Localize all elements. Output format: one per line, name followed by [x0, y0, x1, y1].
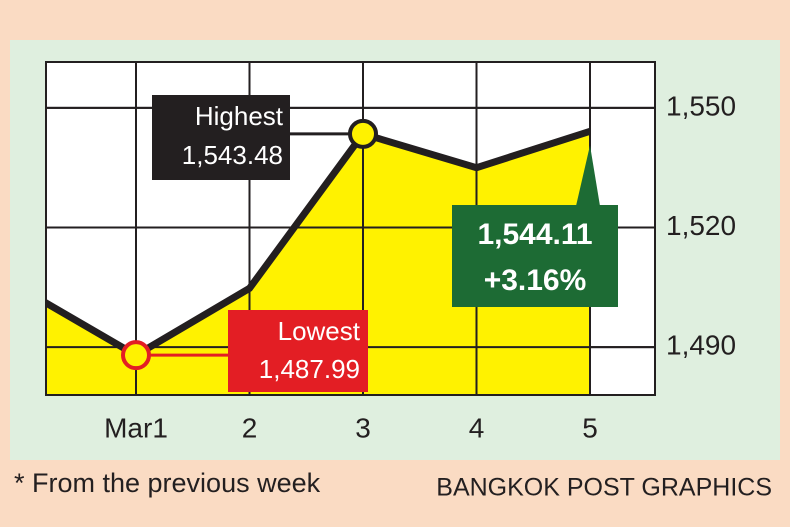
lowest-title: Lowest: [278, 316, 361, 346]
latest-box: [452, 205, 618, 307]
footnote: * From the previous week: [14, 468, 321, 498]
y-tick-label: 1,490: [666, 330, 736, 361]
credit: BANGKOK POST GRAPHICS: [436, 474, 772, 502]
latest-value: 1,544.11: [477, 218, 592, 251]
plot-border: [45, 61, 656, 396]
highest-title: Highest: [195, 101, 284, 131]
line: [46, 128, 592, 360]
x-tick-label: 3: [355, 412, 371, 443]
x-tick-label: Mar1: [104, 412, 168, 443]
overlay: Highest 1,543.48 Lowest 1,487.99 1,544.11 +3.…: [45, 61, 656, 396]
series: [46, 62, 655, 395]
lowest-box: [228, 310, 368, 392]
lowest-value: 1,487.99: [259, 354, 360, 384]
lowest-marker: [121, 340, 151, 371]
latest-pointer: [576, 145, 600, 206]
latest-change: +3.16%: [484, 264, 587, 297]
highest-box: [152, 95, 290, 180]
highest-marker: [348, 118, 378, 149]
y-tick-label: 1,520: [666, 210, 736, 241]
x-tick-label: 4: [469, 412, 485, 443]
y-tick-label: 1,550: [666, 90, 736, 121]
highest-value: 1,543.48: [182, 140, 283, 170]
x-tick-label: 5: [582, 412, 598, 443]
x-tick-label: 2: [242, 412, 258, 443]
